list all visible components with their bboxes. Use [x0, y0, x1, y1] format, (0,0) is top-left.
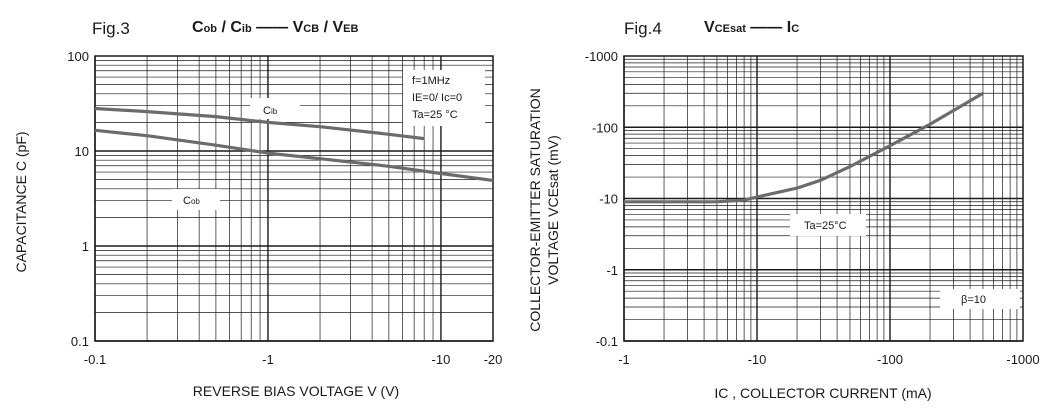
fig3-plot-frame	[94, 55, 494, 342]
fig4-series-group	[624, 91, 984, 204]
temperature-condition: Ta=25°C	[804, 220, 847, 232]
fig3-title-c1-sub: ob	[203, 23, 218, 35]
cib-series-label: Cib	[263, 105, 278, 117]
x-tick-label: -10	[432, 352, 451, 367]
fig3-title: Cob / Cib —— VCB / VEB	[192, 19, 358, 37]
fig3-chart: -0.1 -1 -10 -20 100 10 1 0.1 f=1MHz IE=0/ Ic=0 Ta…	[13, 49, 502, 399]
x-tick-label: -1	[262, 352, 274, 367]
condition-text: Ta=25 °C	[412, 109, 458, 121]
conditions-box	[403, 70, 485, 126]
fig3-title-sep2: /	[319, 19, 333, 36]
y-tick-label: -0.1	[596, 334, 618, 349]
y-tick-label: 1	[82, 239, 89, 254]
cob-series-label: Cob	[183, 195, 200, 207]
y-tick-label: -100	[592, 120, 618, 135]
fig3-series-group	[94, 106, 494, 182]
fig3-title-v2-sub: EB	[343, 23, 359, 35]
x-tick-label: -1000	[1006, 352, 1039, 367]
fig3-title-v1: V	[292, 19, 304, 36]
fig3-title-v1-sub: CB	[303, 23, 320, 35]
fig4-label: Fig.4	[624, 19, 662, 38]
fig4-title-dash: ——	[745, 19, 787, 36]
fig4-tick-labels: -1 -10 -100 -1000-1000-100-10-1-0.1	[585, 49, 1040, 367]
fig3-title-sep1: /	[217, 19, 231, 36]
fig3-tick-labels: -0.1 -1 -10 -20 100 10 1 0.1	[67, 49, 502, 367]
fig4-title-v-sub: CEsat	[714, 23, 746, 35]
fig3-title-c2: C	[230, 19, 242, 36]
fig4-y-axis-label-line2: VOLTAGE VCEsat (mV)	[545, 135, 561, 285]
y-tick-label: -10	[599, 192, 618, 207]
y-tick-label: -1000	[585, 49, 618, 64]
fig3-y-axis-label: CAPACITANCE C (pF)	[13, 131, 29, 272]
cob-label-box	[172, 189, 220, 210]
beta-condition: β=10	[961, 294, 986, 306]
y-tick-label: 10	[75, 144, 89, 159]
fig4-title-v: V	[704, 19, 715, 36]
fig4-grid	[623, 56, 1023, 342]
series-line-cob	[94, 128, 494, 182]
fig4-y-axis-label-line1: COLLECTOR-EMITTER SATURATION	[527, 88, 543, 331]
series-line-cib	[94, 106, 425, 141]
y-tick-label: 0.1	[71, 334, 89, 349]
fig3-title-c2-sub: ib	[241, 23, 252, 35]
temperature-label-box	[790, 214, 866, 236]
cib-label-box	[250, 98, 300, 119]
fig4-chart: -1 -10 -100 -1000-1000-100-10-1-0.1 Ta=25°C…	[527, 49, 1040, 401]
fig3-title-dash: ——	[251, 19, 293, 36]
fig4-title-i-sub: C	[791, 23, 800, 35]
x-tick-label: -10	[748, 352, 767, 367]
fig4-title-i: I	[786, 19, 792, 36]
series-line-vcesat	[624, 91, 984, 204]
x-tick-label: -100	[877, 352, 903, 367]
y-tick-label: -1	[606, 263, 618, 278]
y-tick-label: 100	[67, 49, 89, 64]
x-tick-label: -0.1	[84, 352, 106, 367]
fig4-panel: Fig.4 VCEsat —— IC -1 -10 -100 -1000 -1000 -1…	[520, 0, 1048, 415]
fig4-title: VCEsat —— IC	[704, 19, 799, 37]
fig3-title-c1: C	[192, 19, 204, 36]
fig4-plot-frame	[623, 55, 1024, 342]
fig3-annotations: f=1MHz IE=0/ Ic=0 Ta=25 °C Cib Cob	[172, 70, 485, 210]
fig4-x-axis-label: IC , COLLECTOR CURRENT (mA)	[714, 385, 931, 401]
fig4-annotations: Ta=25°C β=10	[790, 214, 1020, 309]
fig3-panel: Fig.3 Cob / Cib —— VCB / VEB -0.1 -1 -10 -2…	[0, 0, 515, 415]
fig3-x-axis-label: REVERSE BIAS VOLTAGE V (V)	[193, 383, 399, 399]
fig3-title-v2: V	[332, 19, 344, 36]
beta-label-box	[940, 289, 1020, 309]
condition-text: f=1MHz	[412, 75, 450, 87]
x-tick-label: -1	[618, 352, 630, 367]
x-tick-label: -20	[484, 352, 503, 367]
condition-text: IE=0/ Ic=0	[412, 92, 462, 104]
fig3-label: Fig.3	[92, 19, 130, 38]
